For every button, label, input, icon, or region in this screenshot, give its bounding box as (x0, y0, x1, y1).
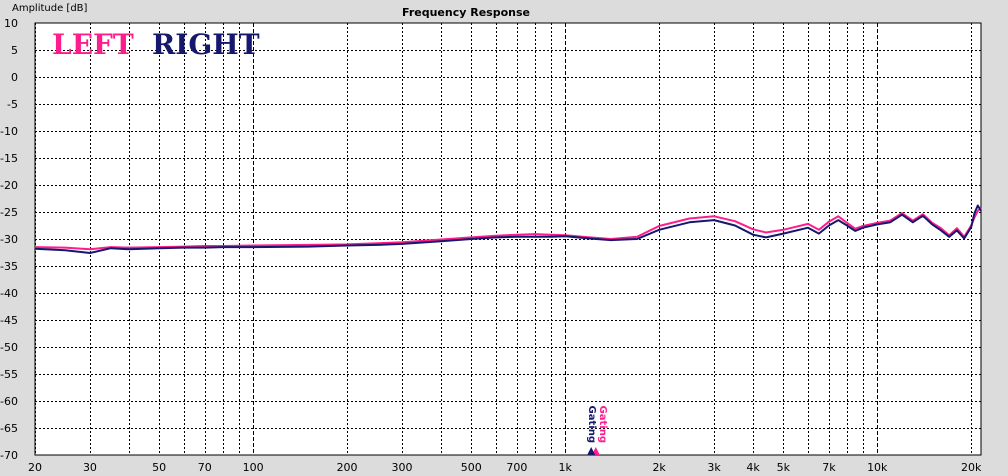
y-tick-label: -65 (0, 422, 18, 435)
chart-title: Frequency Response (402, 6, 530, 19)
y-tick-label: -5 (7, 98, 18, 111)
y-axis-label: Amplitude [dB] (12, 3, 88, 14)
x-tick-label: 20 (28, 461, 42, 474)
x-tick-label: 50 (152, 461, 166, 474)
x-tick-label: 10k (867, 461, 888, 474)
y-tick-label: -35 (0, 260, 18, 273)
y-tick-label: -10 (0, 125, 18, 138)
legend-left: LEFT (52, 28, 134, 61)
y-tick-label: -60 (0, 395, 18, 408)
y-tick-label: 10 (4, 17, 18, 30)
grid (35, 23, 981, 455)
x-tick-label: 70 (198, 461, 212, 474)
x-tick-label: 100 (243, 461, 264, 474)
x-tick-label: 30 (83, 461, 97, 474)
y-tick-label: -20 (0, 179, 18, 192)
gating-marker-triangle (587, 447, 596, 455)
x-tick-label: 500 (461, 461, 482, 474)
x-tick-label: 200 (337, 461, 358, 474)
y-tick-label: -55 (0, 368, 18, 381)
x-tick-label: 2k (652, 461, 666, 474)
x-tick-label: 1k (559, 461, 573, 474)
y-tick-label: -25 (0, 206, 18, 219)
y-tick-label: -45 (0, 314, 18, 327)
x-tick-label: 5k (777, 461, 791, 474)
legend-right: RIGHT (152, 28, 260, 61)
y-tick-label: 5 (11, 44, 18, 57)
gating-marker-label: Gating (597, 406, 608, 443)
x-tick-label: 4k (746, 461, 760, 474)
series-line-right (34, 204, 982, 254)
series-line-left (34, 206, 982, 251)
x-tick-label: 7k (822, 461, 836, 474)
x-tick-label: 300 (392, 461, 413, 474)
gating-marker-label: Gating (586, 406, 597, 443)
x-axis-ticks: 20 30 50 70 100 200 300 500 700 1k 2k 3k 4k 5k 7k 10k 20… (28, 461, 982, 474)
y-tick-label: 0 (11, 71, 18, 84)
y-axis-ticks: 10 5 0 -5 -10 -15 -20 -25 -30 -35 -40 -45 -50 -55 -60 -… (0, 17, 18, 462)
series-layer (34, 204, 982, 254)
y-tick-label: -50 (0, 341, 18, 354)
y-tick-label: -15 (0, 152, 18, 165)
x-tick-label: 700 (506, 461, 527, 474)
x-tick-label: 3k (707, 461, 721, 474)
x-tick-label: 20k (961, 461, 982, 474)
y-tick-label: -40 (0, 287, 18, 300)
y-tick-label: -30 (0, 233, 18, 246)
y-tick-label: -70 (0, 449, 18, 462)
